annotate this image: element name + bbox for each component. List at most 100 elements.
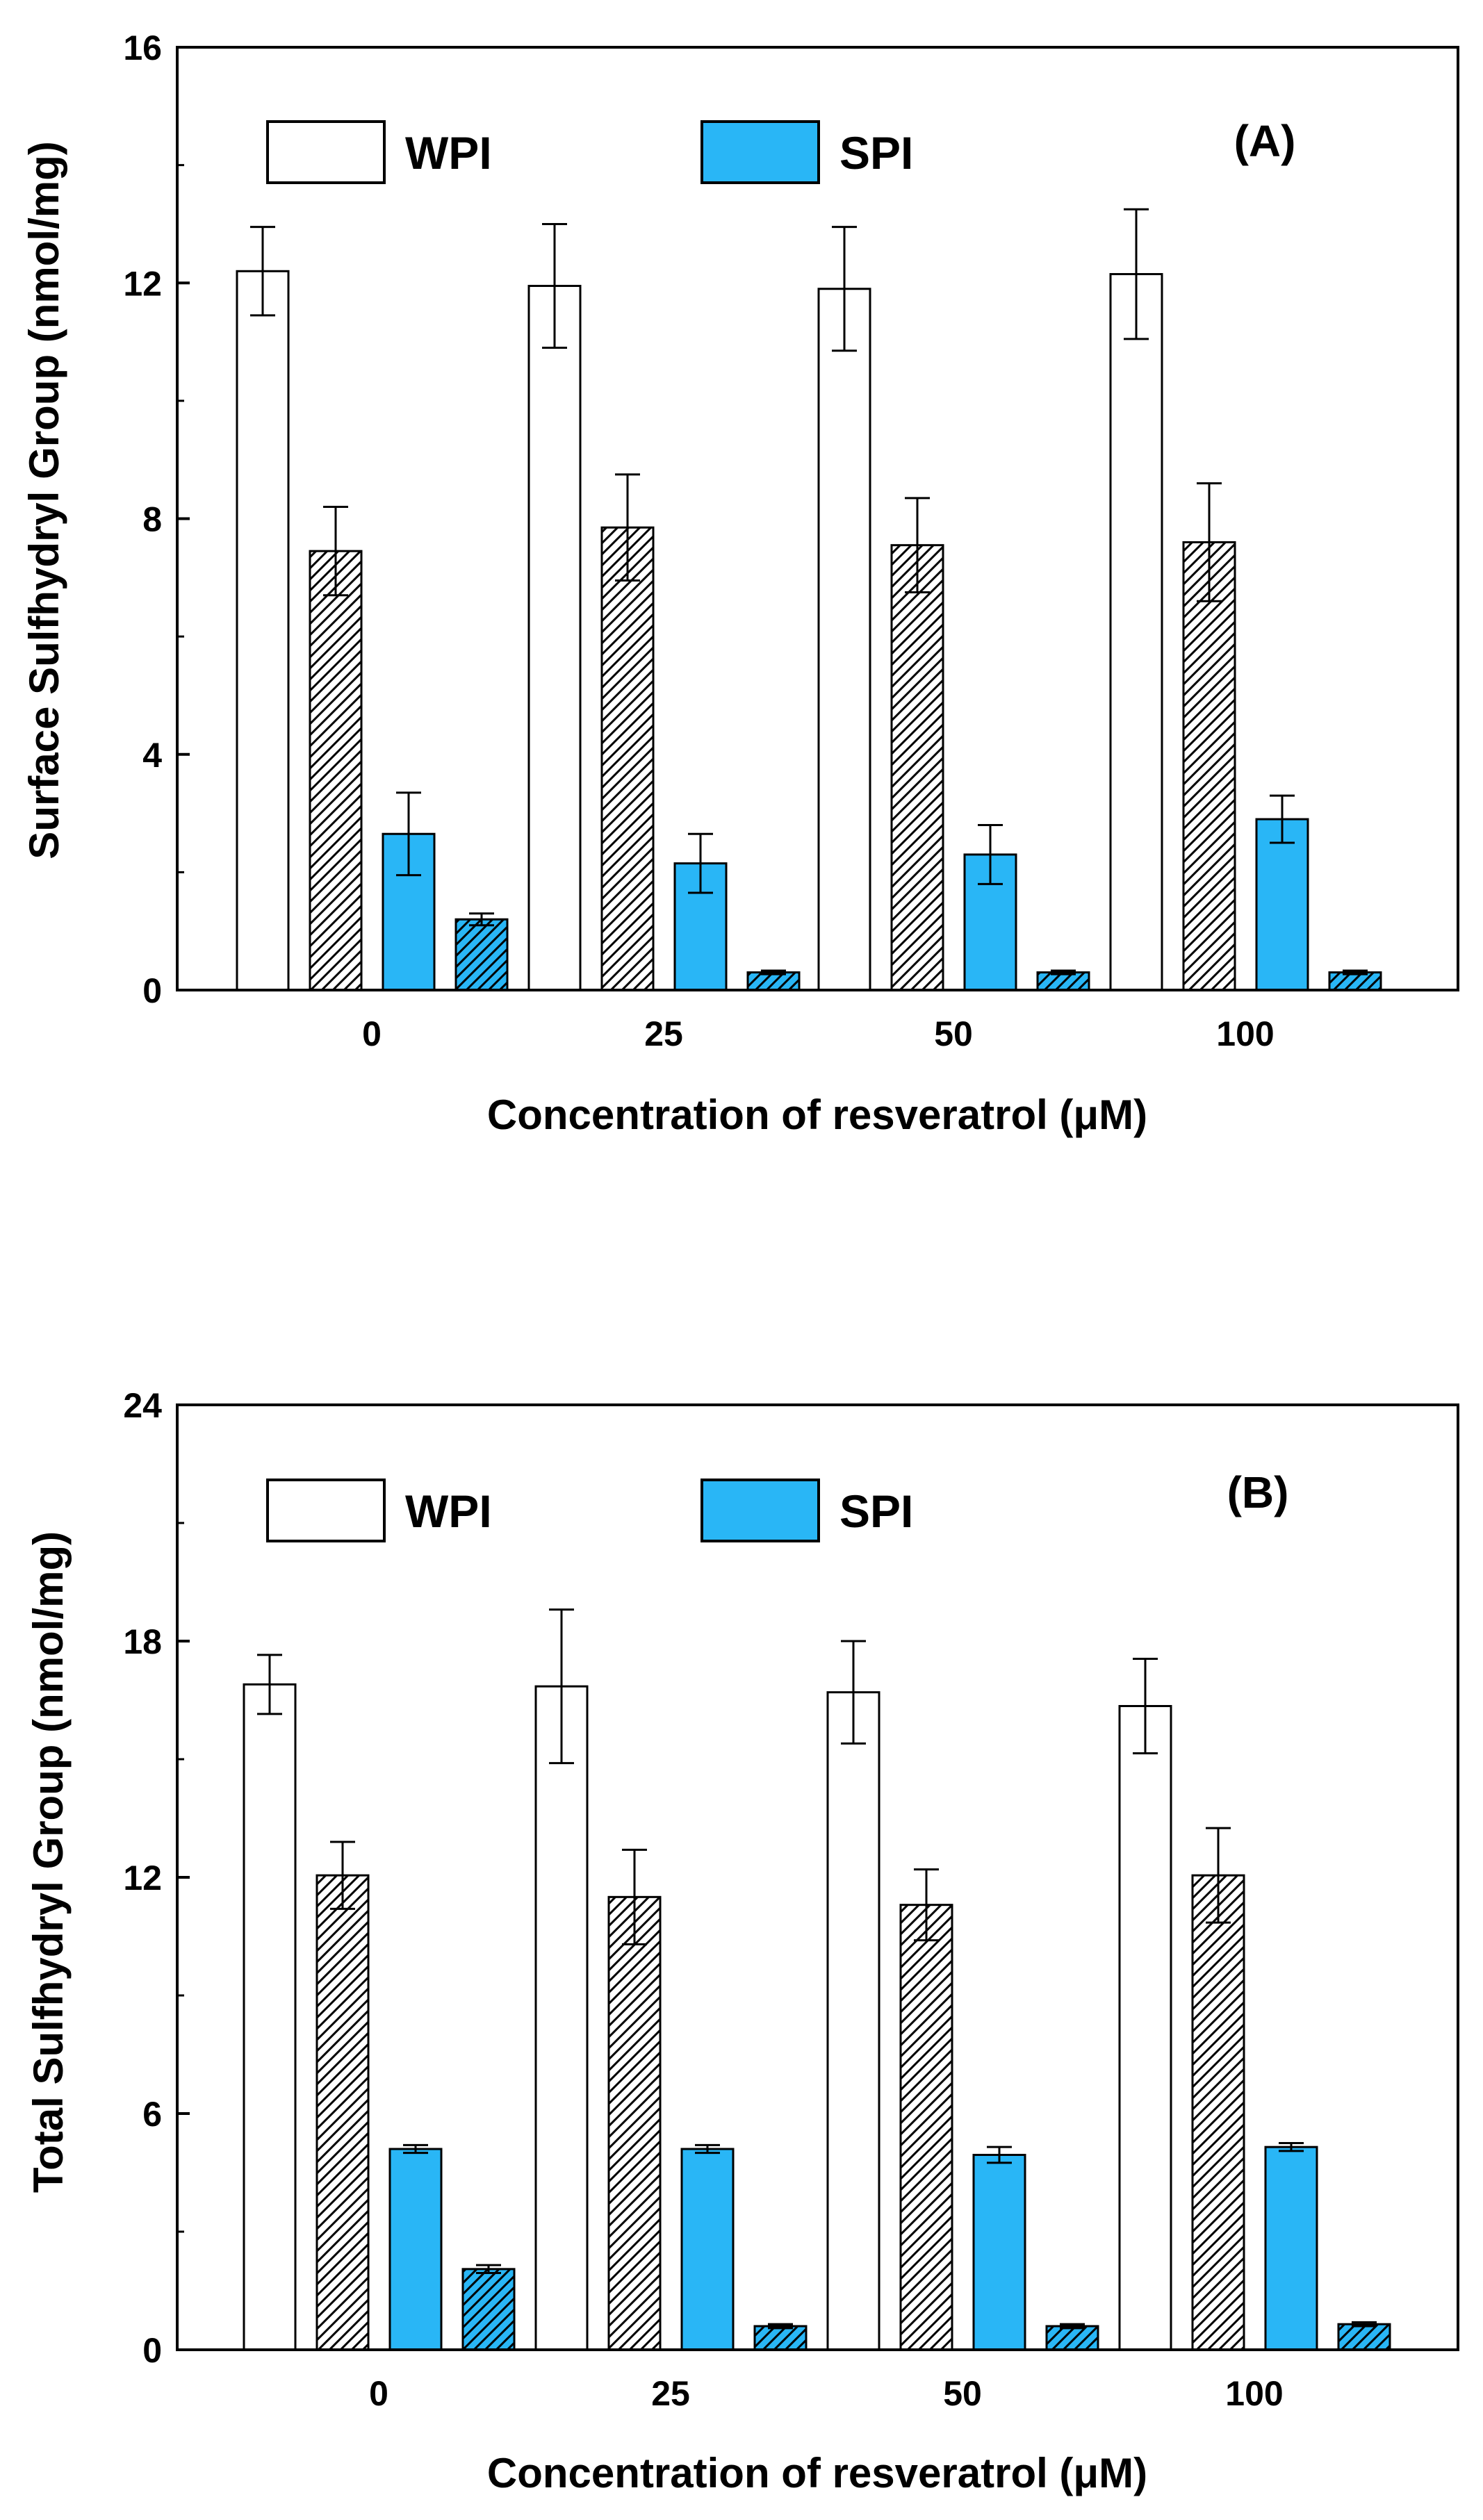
- legend-label-a-wpi: WPI: [405, 127, 492, 179]
- y-axis-title-b: Total Sulfhydryl Group (nmol/mg): [25, 1531, 72, 2193]
- bar-b-white-50: [826, 1691, 880, 2351]
- bar-a-white-hatched-0: [309, 550, 363, 991]
- legend-item-b-wpi: WPI: [266, 1479, 492, 1542]
- bar-a-white-hatched-25: [600, 526, 655, 991]
- error-bar-a-white-hatched-0: [323, 506, 348, 597]
- bar-a-white-50: [817, 288, 871, 991]
- error-bar-b-white-0: [257, 1654, 282, 1715]
- error-bar-a-blue-50: [978, 824, 1003, 885]
- y-tick-label-a-4: 4: [142, 736, 162, 775]
- error-bar-b-blue-hatched-50: [1060, 2323, 1085, 2330]
- plot-area-b: 0 6 12 18 24 0 25 50 100 WPI SPI (B): [123, 1386, 1459, 2413]
- x-tick-label-a-0: 0: [362, 1014, 382, 1053]
- x-tick-label-a-25: 25: [644, 1014, 683, 1053]
- bar-a-blue-100: [1255, 818, 1309, 991]
- error-bar-a-white-0: [250, 226, 275, 317]
- error-bar-b-white-hatched-50: [914, 1868, 939, 1942]
- x-axis-title-b: Concentration of resveratrol (μM): [487, 2450, 1147, 2496]
- error-bar-a-white-hatched-50: [905, 497, 930, 594]
- bar-b-white-hatched-0: [316, 1874, 370, 2351]
- x-tick-label-b-100: 100: [1225, 2374, 1283, 2413]
- error-bar-b-white-100: [1133, 1658, 1158, 1754]
- legend-item-b-spi: SPI: [700, 1479, 913, 1542]
- legend-label-b-wpi: WPI: [405, 1485, 492, 1537]
- error-bar-a-blue-hatched-50: [1051, 969, 1076, 975]
- error-bar-b-blue-hatched-0: [476, 2264, 501, 2274]
- bar-b-white-25: [534, 1685, 589, 2351]
- error-bar-b-blue-hatched-100: [1352, 2321, 1377, 2328]
- legend-label-a-spi: SPI: [839, 127, 913, 179]
- error-bar-a-blue-hatched-0: [469, 912, 494, 927]
- error-bar-b-blue-0: [403, 2143, 428, 2155]
- x-axis-title-a: Concentration of resveratrol (μM): [487, 1092, 1147, 1138]
- bar-b-blue-25: [680, 2148, 735, 2351]
- error-bar-a-white-hatched-25: [615, 473, 640, 582]
- y-tick-label-a-12: 12: [123, 264, 162, 303]
- bar-b-white-0: [243, 1683, 297, 2351]
- y-tick-label-b-24: 24: [123, 1386, 162, 1425]
- y-tick-label-b-0: 0: [142, 2331, 162, 2370]
- bar-b-white-hatched-50: [899, 1904, 953, 2351]
- bar-b-blue-50: [972, 2154, 1026, 2351]
- chart-panel-a: Surface Sulfhydryl Group (nmol/mg) Conce…: [21, 28, 1459, 1138]
- bar-b-white-100: [1118, 1705, 1172, 2351]
- bar-a-white-100: [1109, 273, 1163, 991]
- error-bar-b-white-hatched-100: [1206, 1827, 1231, 1924]
- error-bar-a-white-25: [542, 222, 567, 349]
- y-tick-label-a-16: 16: [123, 28, 162, 67]
- y-tick-label-a-8: 8: [142, 500, 162, 539]
- error-bar-a-white-hatched-100: [1197, 482, 1222, 602]
- y-tick-label-b-18: 18: [123, 1622, 162, 1661]
- bar-b-white-hatched-25: [607, 1895, 662, 2351]
- bar-b-blue-hatched-0: [461, 2268, 516, 2351]
- chart-panel-b: Total Sulfhydryl Group (nmol/mg) Concent…: [25, 1386, 1459, 2496]
- panel-label-b: (B): [1227, 1467, 1289, 1517]
- bar-a-white-hatched-50: [890, 544, 944, 991]
- error-bar-b-white-hatched-25: [622, 1848, 647, 1945]
- bar-a-blue-hatched-0: [454, 918, 509, 991]
- error-bar-a-white-50: [832, 226, 857, 352]
- panel-label-a: (A): [1234, 116, 1296, 166]
- x-tick-label-a-50: 50: [934, 1014, 973, 1053]
- bar-a-white-25: [527, 284, 582, 991]
- bar-b-blue-hatched-25: [753, 2325, 808, 2351]
- y-tick-label-a-0: 0: [142, 971, 162, 1010]
- bar-b-blue-0: [388, 2148, 443, 2351]
- legend-swatch-b-wpi: [266, 1479, 386, 1542]
- x-tick-label-b-0: 0: [369, 2374, 388, 2413]
- x-tick-label-a-100: 100: [1216, 1014, 1274, 1053]
- bar-a-blue-hatched-100: [1328, 971, 1382, 991]
- error-bar-a-white-100: [1124, 208, 1149, 340]
- bar-b-blue-100: [1264, 2146, 1318, 2351]
- y-axis-title-a: Surface Sulfhydryl Group (nmol/mg): [21, 141, 67, 859]
- bar-a-white-0: [236, 270, 290, 991]
- error-bar-b-blue-hatched-25: [768, 2323, 793, 2330]
- y-tick-label-b-6: 6: [142, 2095, 162, 2134]
- error-bar-b-blue-25: [695, 2143, 720, 2155]
- bar-b-white-hatched-100: [1191, 1874, 1245, 2351]
- legend-item-a-spi: SPI: [700, 120, 913, 184]
- legend-swatch-b-spi: [700, 1479, 820, 1542]
- legend-swatch-a-wpi: [266, 120, 386, 184]
- error-bar-b-blue-100: [1279, 2142, 1304, 2152]
- legend-swatch-a-spi: [700, 120, 820, 184]
- y-tick-label-b-12: 12: [123, 1859, 162, 1897]
- error-bar-a-blue-0: [396, 791, 421, 877]
- error-bar-b-blue-50: [987, 2146, 1012, 2164]
- error-bar-a-blue-hatched-100: [1343, 969, 1368, 975]
- bar-a-white-hatched-100: [1182, 541, 1236, 991]
- bar-b-blue-hatched-100: [1337, 2323, 1391, 2351]
- error-bar-b-white-25: [549, 1608, 574, 1765]
- error-bar-b-white-50: [841, 1640, 866, 1745]
- plot-area-a: 0 4 8 12 16 0 25 50 100 WPI SPI (A): [123, 28, 1459, 1053]
- error-bar-a-blue-100: [1270, 794, 1295, 844]
- legend-label-b-spi: SPI: [839, 1485, 913, 1537]
- error-bar-a-blue-hatched-25: [761, 969, 786, 975]
- bar-b-blue-hatched-50: [1045, 2325, 1099, 2351]
- legend-item-a-wpi: WPI: [266, 120, 492, 184]
- x-tick-label-b-25: 25: [651, 2374, 690, 2413]
- x-tick-label-b-50: 50: [943, 2374, 982, 2413]
- error-bar-a-blue-25: [688, 832, 713, 894]
- error-bar-b-white-hatched-0: [330, 1840, 355, 1910]
